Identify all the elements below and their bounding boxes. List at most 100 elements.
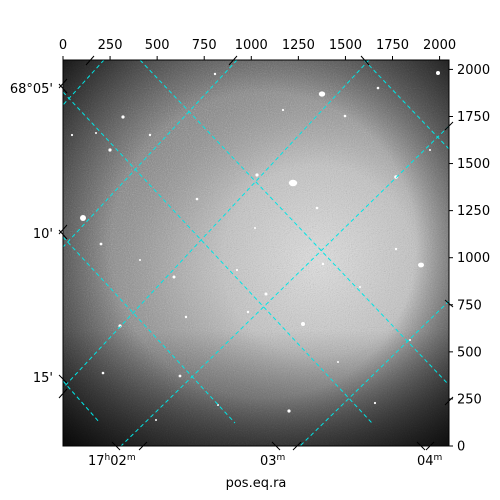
star <box>80 215 86 221</box>
ra-axis-bottom: 17h02m 03m 04m <box>88 453 442 469</box>
x-tick-label: 250 <box>98 38 123 53</box>
world-tick-mark <box>58 374 68 384</box>
y-tick-label: 1000 <box>457 251 490 266</box>
star <box>318 91 326 97</box>
star <box>281 108 285 112</box>
world-tick-mark <box>444 299 454 308</box>
star <box>343 114 347 118</box>
star <box>118 324 122 328</box>
star <box>195 197 199 201</box>
grid-line <box>63 380 101 424</box>
y-tick-label: 1250 <box>457 204 490 219</box>
x-axis-title: pos.eq.ra <box>226 476 287 491</box>
x-tick-label: 500 <box>145 38 170 53</box>
ra-tick-label: 03m <box>260 453 285 469</box>
star <box>376 86 380 90</box>
star <box>301 322 305 326</box>
star <box>287 409 291 413</box>
star <box>288 179 298 187</box>
x-tick-label: 1000 <box>235 38 268 53</box>
star <box>373 401 377 405</box>
world-tick-mark <box>58 78 68 89</box>
ra-tick-label: 04m <box>417 453 442 469</box>
coordinate-grid <box>63 60 449 446</box>
star <box>337 361 339 363</box>
star <box>321 262 325 266</box>
plot-frame <box>62 59 450 447</box>
dec-tick-label: 10' <box>33 227 53 242</box>
world-tick-mark <box>228 55 238 66</box>
world-tick-mark <box>360 55 370 66</box>
star <box>148 133 152 137</box>
star <box>394 247 398 251</box>
world-tick-mark <box>58 83 68 94</box>
y-tick-label: 250 <box>457 392 482 407</box>
star <box>254 227 256 229</box>
star <box>108 148 112 152</box>
ra-tick-label: 17h02m <box>88 453 136 469</box>
star <box>264 292 268 296</box>
dec-axis-left: 68°05' 10' 15' <box>10 82 53 386</box>
star <box>235 268 239 272</box>
star <box>255 173 259 177</box>
star <box>172 275 176 279</box>
x-tick-label: 0 <box>59 38 67 53</box>
star <box>429 149 431 151</box>
dec-tick-label: 15' <box>33 371 53 386</box>
star <box>178 374 182 378</box>
grid-line <box>63 60 370 389</box>
star <box>155 419 157 421</box>
x-tick-label: 1750 <box>376 38 409 53</box>
star <box>359 286 361 288</box>
star <box>70 133 74 137</box>
y-tick-label: 750 <box>457 298 482 313</box>
pixel-x-axis-top: 0 250 500 750 1000 1250 1500 1750 2000 <box>59 38 456 60</box>
world-tick-mark <box>85 55 95 66</box>
grid-line <box>139 60 449 386</box>
star <box>213 72 217 76</box>
grid-line <box>63 60 105 106</box>
y-tick-label: 1750 <box>457 110 490 125</box>
x-tick-label: 1250 <box>282 38 315 53</box>
world-tick-mark <box>416 441 426 451</box>
world-tick-mark <box>271 441 281 451</box>
pixel-y-axis-right: 0 250 500 750 1000 1250 1500 1750 2000 <box>449 63 490 455</box>
grid-line <box>63 236 236 424</box>
star <box>121 115 125 119</box>
world-tick-mark <box>138 441 148 451</box>
star <box>139 259 141 261</box>
world-tick-mark <box>111 441 121 451</box>
y-tick-label: 2000 <box>457 63 490 78</box>
grid-line <box>63 60 238 248</box>
y-tick-label: 1500 <box>457 157 490 172</box>
world-tick-mark <box>58 388 68 399</box>
x-tick-label: 750 <box>192 38 217 53</box>
star <box>184 315 188 319</box>
star <box>409 339 411 341</box>
star-field <box>70 71 440 421</box>
star <box>101 371 105 375</box>
dec-tick-label: 68°05' <box>10 82 53 97</box>
world-tick-mark <box>58 224 68 235</box>
y-tick-label: 500 <box>457 345 482 360</box>
world-tick-mark <box>444 396 454 406</box>
x-tick-label: 1500 <box>329 38 362 53</box>
world-tick-mark <box>444 121 454 131</box>
grid-line <box>63 91 373 424</box>
star <box>418 262 424 268</box>
sky-image <box>63 60 449 446</box>
star <box>315 206 319 210</box>
world-tick-mark <box>425 441 435 451</box>
y-tick-label: 0 <box>457 440 465 455</box>
world-coordinate-ticks <box>58 55 454 451</box>
star <box>95 132 97 134</box>
star <box>99 242 103 246</box>
x-tick-label: 2000 <box>423 38 456 53</box>
grid-line <box>120 125 449 446</box>
world-tick-mark <box>58 229 68 240</box>
world-tick-mark <box>292 441 302 451</box>
star <box>394 175 398 179</box>
star <box>436 71 440 75</box>
star <box>246 310 250 314</box>
